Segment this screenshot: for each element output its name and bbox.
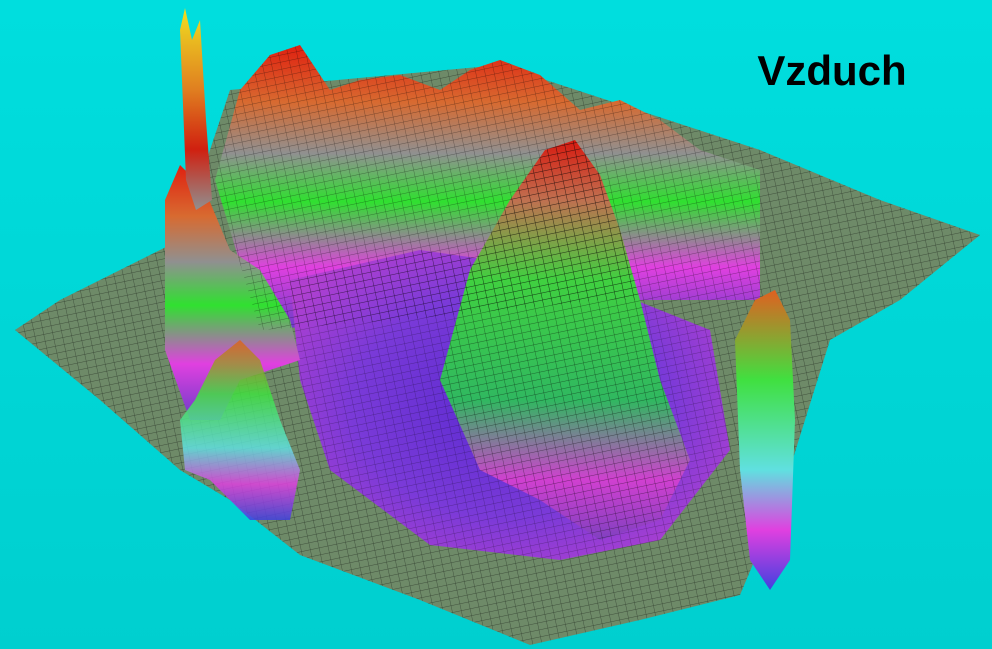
title: Vzduch — [757, 47, 906, 94]
front-spikes — [180, 340, 300, 520]
right-curtain — [735, 290, 795, 590]
back-mesh — [215, 45, 760, 330]
left-spike — [180, 8, 212, 210]
left-ridge — [165, 165, 300, 420]
